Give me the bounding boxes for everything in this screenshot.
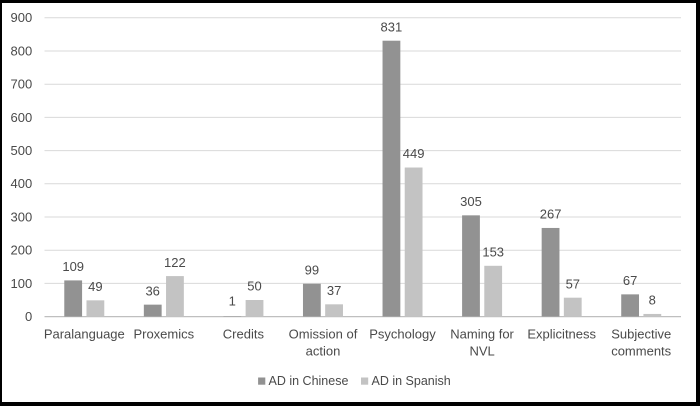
- svg-text:Naming for: Naming for: [450, 327, 514, 342]
- svg-text:267: 267: [540, 207, 562, 222]
- svg-text:109: 109: [62, 259, 84, 274]
- svg-text:AD in Chinese: AD in Chinese: [269, 374, 349, 388]
- svg-text:400: 400: [10, 176, 32, 191]
- svg-text:500: 500: [10, 143, 32, 158]
- svg-text:305: 305: [460, 194, 482, 209]
- svg-text:Omission of: Omission of: [289, 327, 358, 342]
- svg-text:57: 57: [566, 276, 580, 291]
- svg-text:831: 831: [381, 19, 403, 34]
- svg-text:Paralanguage: Paralanguage: [44, 327, 125, 342]
- svg-text:Credits: Credits: [223, 327, 265, 342]
- svg-text:37: 37: [327, 283, 341, 298]
- svg-text:200: 200: [10, 243, 32, 258]
- svg-text:36: 36: [145, 283, 159, 298]
- svg-text:800: 800: [10, 43, 32, 58]
- svg-text:300: 300: [10, 209, 32, 224]
- svg-text:AD in Spanish: AD in Spanish: [372, 374, 451, 388]
- svg-text:action: action: [306, 343, 341, 358]
- svg-text:50: 50: [247, 279, 261, 294]
- svg-text:NVL: NVL: [469, 343, 494, 358]
- svg-text:1: 1: [229, 293, 236, 308]
- svg-text:67: 67: [623, 273, 637, 288]
- svg-text:Psychology: Psychology: [369, 327, 436, 342]
- svg-text:100: 100: [10, 276, 32, 291]
- svg-text:122: 122: [164, 255, 186, 270]
- svg-text:Subjective: Subjective: [611, 327, 671, 342]
- svg-text:153: 153: [482, 245, 504, 260]
- svg-text:600: 600: [10, 110, 32, 125]
- svg-text:8: 8: [649, 293, 656, 308]
- svg-text:Explicitness: Explicitness: [527, 327, 596, 342]
- svg-text:comments: comments: [611, 343, 671, 358]
- svg-text:49: 49: [88, 279, 102, 294]
- svg-text:0: 0: [25, 309, 32, 324]
- svg-text:900: 900: [10, 10, 32, 25]
- svg-text:Proxemics: Proxemics: [133, 327, 194, 342]
- svg-text:700: 700: [10, 77, 32, 92]
- svg-text:449: 449: [403, 146, 425, 161]
- svg-text:99: 99: [305, 262, 319, 277]
